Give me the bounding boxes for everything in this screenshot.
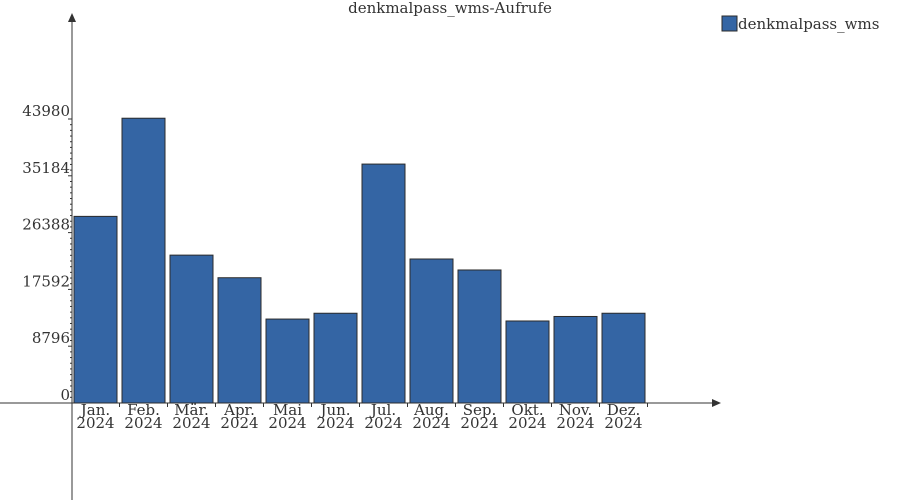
x-tick-label-month: Mär. xyxy=(174,401,209,419)
x-tick-label-month: Sep. xyxy=(463,401,497,419)
x-tick-label-year: 2024 xyxy=(364,414,402,432)
y-tick-label: 17592 xyxy=(22,272,70,290)
bar-okt xyxy=(505,320,550,404)
x-tick-label-year: 2024 xyxy=(460,414,498,432)
y-axis-arrow-icon xyxy=(68,13,76,22)
bar-dez xyxy=(601,312,646,404)
x-tick-label-month: Apr. xyxy=(223,401,255,419)
x-tick-label: Aug. 2024 xyxy=(412,401,450,432)
x-tick-label-month: Feb. xyxy=(127,401,160,419)
bar-mär xyxy=(169,254,214,404)
x-tick-label-month: Mai xyxy=(273,401,302,419)
x-tick-label: Jun. 2024 xyxy=(316,401,354,432)
bar-sep xyxy=(457,269,502,404)
x-tick-label: Nov. 2024 xyxy=(556,401,594,432)
chart-title: denkmalpass_wms-Aufrufe xyxy=(348,0,552,17)
bar-feb xyxy=(121,117,166,404)
x-tick-label-month: Dez. xyxy=(607,401,641,419)
bar-nov xyxy=(553,315,598,404)
x-axis-arrow-icon xyxy=(712,399,721,407)
x-tick-label: Dez. 2024 xyxy=(604,401,642,432)
x-tick-label: Mai 2024 xyxy=(268,401,306,432)
x-tick-label: Jul. 2024 xyxy=(364,401,402,432)
bar-aug xyxy=(409,258,454,404)
y-tick-label: 35184 xyxy=(22,159,70,177)
x-tick-label-year: 2024 xyxy=(76,414,114,432)
x-tick-label: Mär. 2024 xyxy=(172,401,210,432)
x-tick-label-year: 2024 xyxy=(220,414,258,432)
legend-label: denkmalpass_wms xyxy=(738,15,879,33)
x-tick-label-month: Jul. xyxy=(369,401,396,419)
bar-jun xyxy=(313,312,358,404)
x-tick-label: Apr. 2024 xyxy=(220,401,258,432)
x-tick-label-year: 2024 xyxy=(556,414,594,432)
y-tick-label: 43980 xyxy=(22,102,70,120)
x-tick-label-year: 2024 xyxy=(316,414,354,432)
y-ticks: 0 8796 17592 26388 35184 43980 xyxy=(22,102,72,404)
x-tick-label: Jan. 2024 xyxy=(76,401,114,432)
x-tick-label-year: 2024 xyxy=(412,414,450,432)
bar-jul xyxy=(361,163,406,404)
x-tick-label-year: 2024 xyxy=(604,414,642,432)
y-tick-label: 8796 xyxy=(32,329,70,347)
x-tick-label-month: Okt. xyxy=(511,401,543,419)
legend: denkmalpass_wms xyxy=(721,15,879,33)
x-tick-label-year: 2024 xyxy=(172,414,210,432)
x-tick-label-month: Aug. xyxy=(413,401,449,419)
x-tick-label-year: 2024 xyxy=(268,414,306,432)
y-tick-label: 26388 xyxy=(22,216,70,234)
bar-apr xyxy=(217,277,262,404)
y-axis xyxy=(68,13,76,500)
legend-swatch xyxy=(721,15,738,32)
bars xyxy=(73,117,646,404)
x-tick-label: Okt. 2024 xyxy=(508,401,546,432)
x-tick-label-month: Jan. xyxy=(79,401,110,419)
x-tick-label-year: 2024 xyxy=(508,414,546,432)
x-tick-label: Feb. 2024 xyxy=(124,401,162,432)
bar-mai xyxy=(265,318,310,404)
y-tick-label: 0 xyxy=(60,386,70,404)
x-tick-label-month: Jun. xyxy=(318,401,350,419)
x-tick-label-month: Nov. xyxy=(559,401,593,419)
x-tick-label-year: 2024 xyxy=(124,414,162,432)
x-tick-label: Sep. 2024 xyxy=(460,401,498,432)
bar-jan xyxy=(73,215,118,404)
